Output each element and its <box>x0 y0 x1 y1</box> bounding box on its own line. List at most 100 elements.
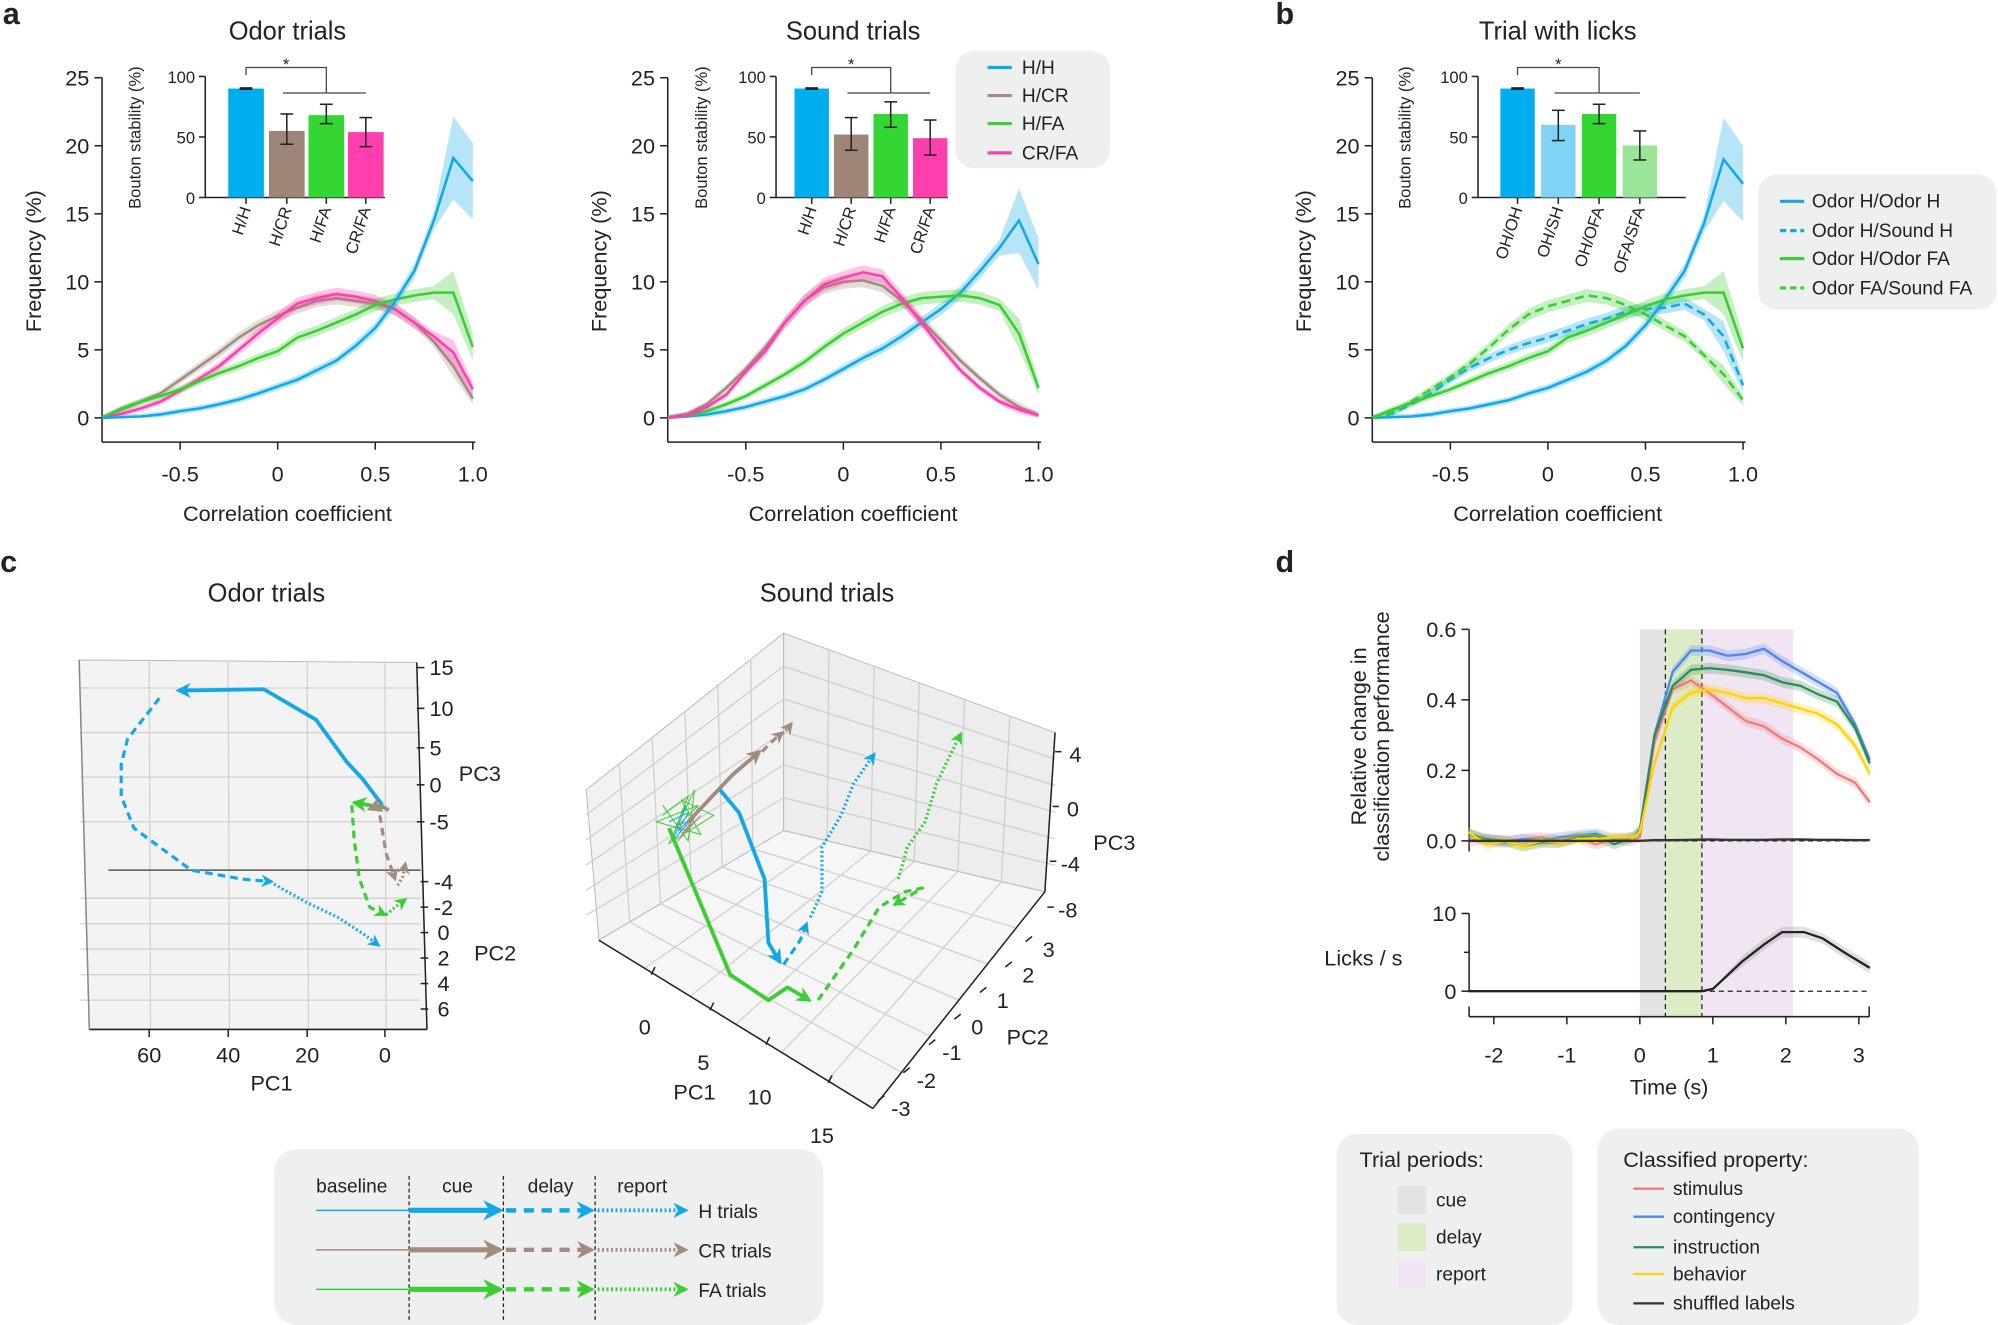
licks-tick-label: 10 <box>1432 901 1456 926</box>
pc2-tick-label: 6 <box>437 997 449 1022</box>
fa-trial-cue-trajectory <box>667 827 812 1003</box>
pc2-tick-label: -4 <box>434 869 453 894</box>
significance-bracket <box>1516 66 1600 94</box>
y-tick-label: 25 <box>631 65 655 90</box>
y-tick-label: 5 <box>643 337 655 362</box>
x-tick <box>650 966 656 975</box>
grid-line <box>783 698 1056 787</box>
legend-label: H/H <box>1022 58 1055 79</box>
significance-star: * <box>1555 55 1562 74</box>
inset-category-label: H/H <box>228 204 255 237</box>
inset-category-label: OH/OFA <box>1571 204 1608 269</box>
x-tick-label: -0.5 <box>727 462 764 487</box>
cr-trial-report-trajectory <box>396 861 410 887</box>
pc3-tick-label: -5 <box>430 809 449 834</box>
inset-y-tick-label: 0 <box>186 189 195 208</box>
inset-category-label: H/CR <box>265 204 296 248</box>
period-swatch <box>1397 1260 1426 1289</box>
panel-label-c: c <box>0 545 17 579</box>
inset-y-tick-label: 50 <box>747 128 765 147</box>
chart-title: Odor trials <box>229 17 346 45</box>
period-swatch <box>1397 1223 1426 1252</box>
bar <box>1500 88 1535 198</box>
cr-trial-delay-trajectory <box>760 730 785 753</box>
y-tick-label: 10 <box>65 269 89 294</box>
period-label: cue <box>1436 1191 1467 1212</box>
y-tick <box>928 1039 936 1046</box>
x-tick-label: 1.0 <box>1728 462 1758 487</box>
grid-line <box>783 665 1056 760</box>
inset-category-label: H/H <box>794 204 821 237</box>
licks-axis-label: Licks / s <box>1324 946 1402 971</box>
grid-line <box>585 797 785 916</box>
pc1-tick-label: 5 <box>697 1050 709 1075</box>
y-axis-label: Frequency (%) <box>587 190 612 332</box>
legend-label: shuffled labels <box>1673 1294 1795 1315</box>
significance-star: * <box>283 55 290 74</box>
sem-band <box>1468 662 1870 852</box>
legend-label: H/FA <box>1022 114 1065 135</box>
cr-trial-cue-trajectory <box>366 797 390 812</box>
inset-category-label: CR/FA <box>906 204 939 256</box>
period-shading-report <box>1701 629 1794 1017</box>
grid-line <box>227 661 231 1030</box>
pc3-tick-label: -4 <box>1061 851 1080 876</box>
x-tick-label: 1.0 <box>1023 462 1053 487</box>
y-tick-label: 10 <box>1335 269 1359 294</box>
pc2-tick-label: 2 <box>1022 962 1034 987</box>
h-trial-cue-trajectory <box>718 788 782 965</box>
x-axis-label: Correlation coefficient <box>1453 501 1662 526</box>
panel-label-a: a <box>3 0 21 31</box>
h-trial-delay-trajectory <box>119 697 275 888</box>
y-tick <box>953 1013 962 1020</box>
legend-label: Odor H/Odor H <box>1812 192 1941 213</box>
y-tick-label: 5 <box>77 337 89 362</box>
legend-box <box>1758 174 1997 310</box>
pc1-tick-label: 40 <box>216 1043 240 1068</box>
licks-tick-label: 0 <box>1444 979 1456 1004</box>
pc1-tick-label: 10 <box>747 1085 771 1110</box>
legend-label: instruction <box>1673 1238 1760 1259</box>
pc1-axis <box>598 939 874 1110</box>
grid-line <box>585 698 785 841</box>
x-tick-label: 3 <box>1853 1043 1865 1068</box>
y-axis-label: Frequency (%) <box>1291 190 1316 332</box>
chart-title: Sound trials <box>786 17 921 45</box>
pc2-axis <box>872 891 1046 1109</box>
pc2-tick-label: -2 <box>917 1068 936 1093</box>
x-tick-label: -0.5 <box>1432 462 1469 487</box>
pc2-tick-label: -3 <box>891 1096 910 1121</box>
y-tick-label: 0 <box>77 406 89 431</box>
significance-bracket <box>811 66 892 94</box>
pc1-tick-label: 15 <box>810 1123 834 1148</box>
y-tick-label: 0.0 <box>1426 829 1456 854</box>
grid-line <box>826 881 1002 1081</box>
legend-title: Classified property: <box>1623 1147 1808 1172</box>
y-tick-label: 0.4 <box>1426 687 1456 712</box>
legend-label: Odor FA/Sound FA <box>1812 278 1973 299</box>
y-tick-label: 10 <box>631 269 655 294</box>
series-line-shuffled-labels <box>1468 838 1870 843</box>
grid-line <box>585 764 785 891</box>
chart-title: Trial with licks <box>1479 17 1637 45</box>
x-tick-label: -0.5 <box>161 462 198 487</box>
pc2-tick-label: 1 <box>997 988 1009 1013</box>
grid-line <box>618 763 631 923</box>
trial-type-label: H trials <box>698 1202 757 1223</box>
legend-label: Odor H/Sound H <box>1812 221 1953 242</box>
inset-y-tick-label: 50 <box>177 128 195 147</box>
series-line <box>101 291 475 420</box>
x-tick <box>765 1036 771 1046</box>
inset-category-label: H/CR <box>830 204 861 248</box>
pc3-tick-label: 10 <box>430 696 454 721</box>
y-tick <box>1004 961 1013 968</box>
h-trial-delay-trajectory <box>782 921 809 966</box>
fa-trial-report-trajectory <box>896 731 963 880</box>
period-swatch <box>1397 1186 1426 1215</box>
bar <box>794 88 829 198</box>
histogram-panel-1: Sound trials 0 5 10 15 20 25 -0.5 0 0.5 1.0 Correla… <box>587 17 1110 526</box>
histogram-panel-2: Trial with licks 0 5 10 15 20 25 -0.5 0 0.5 1.0 Cor… <box>1291 17 1997 526</box>
series-line <box>1372 302 1745 420</box>
pc3-tick-label: 0 <box>430 772 442 797</box>
